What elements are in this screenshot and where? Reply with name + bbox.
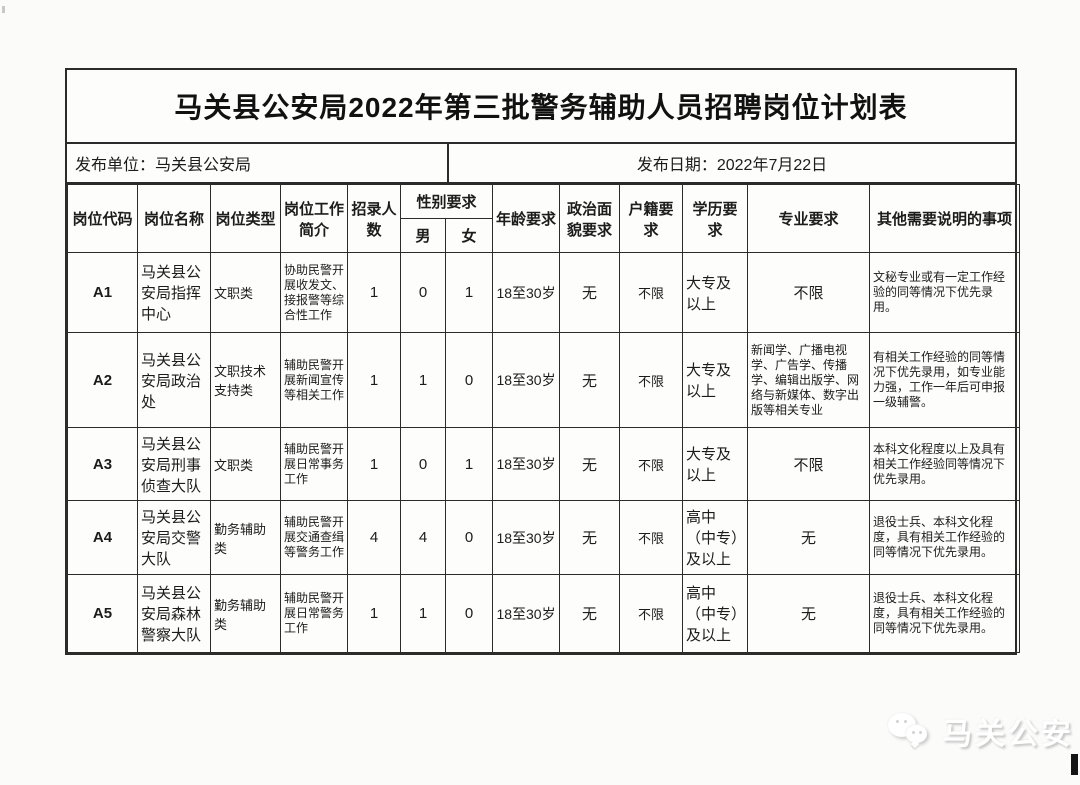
cell-residence: 不限 xyxy=(619,500,684,575)
cell-residence: 不限 xyxy=(619,427,684,501)
cell-major: 无 xyxy=(747,574,871,653)
cell-brief: 辅助民警开展日常事务工作 xyxy=(280,427,348,501)
cell-major: 不限 xyxy=(747,427,871,501)
cell-male: 1 xyxy=(400,574,446,653)
cell-count: 1 xyxy=(347,252,401,333)
col-header-residence: 户籍要求 xyxy=(619,184,684,253)
cell-residence: 不限 xyxy=(619,574,684,653)
recruitment-plan-table: 马关县公安局2022年第三批警务辅助人员招聘岗位计划表 发布单位：马关县公安局 … xyxy=(65,68,1021,655)
wechat-watermark: 马关公安 xyxy=(888,700,1073,762)
cell-education: 大专及以上 xyxy=(682,252,749,333)
cell-name: 马关县公安局刑事侦查大队 xyxy=(137,427,211,501)
cell-female: 0 xyxy=(444,574,494,653)
cell-education: 大专及以上 xyxy=(682,427,749,501)
cell-female: 1 xyxy=(444,252,494,333)
cell-age: 18至30岁 xyxy=(492,500,561,575)
col-header-code: 岗位代码 xyxy=(67,184,138,253)
cell-name: 马关县公安局指挥中心 xyxy=(137,252,211,333)
table-row: A4 马关县公安局交警大队 勤务辅助类 辅助民警开展交通查缉等警务工作 4 4 … xyxy=(67,500,1021,575)
cell-other: 文秘专业或有一定工作经验的同等情况下优先录用。 xyxy=(869,252,1021,333)
cell-brief: 辅助民警开展新闻宣传等相关工作 xyxy=(280,332,348,428)
cell-count: 1 xyxy=(347,427,401,501)
cell-male: 0 xyxy=(400,252,446,333)
cell-major: 不限 xyxy=(747,252,871,333)
cell-major: 新闻学、广播电视学、广告学、传播学、编辑出版学、网络与新媒体、数字出版等相关专业 xyxy=(747,332,871,428)
cell-age: 18至30岁 xyxy=(492,574,561,653)
cell-brief: 辅助民警开展交通查缉等警务工作 xyxy=(280,500,348,575)
cell-count: 4 xyxy=(347,500,401,575)
cell-female: 1 xyxy=(444,427,494,501)
cell-name: 马关县公安局政治处 xyxy=(137,332,211,428)
col-header-education: 学历要求 xyxy=(682,184,749,253)
cell-female: 0 xyxy=(444,500,494,575)
cell-brief: 辅助民警开展日常警务工作 xyxy=(280,574,348,653)
cell-age: 18至30岁 xyxy=(492,427,561,501)
cell-name: 马关县公安局交警大队 xyxy=(137,500,211,575)
cell-residence: 不限 xyxy=(619,252,684,333)
cell-code: A1 xyxy=(67,252,138,333)
cell-male: 1 xyxy=(400,332,446,428)
cell-type: 文职技术支持类 xyxy=(210,332,281,428)
cell-type: 文职类 xyxy=(210,252,281,333)
cell-name: 马关县公安局森林警察大队 xyxy=(137,574,211,653)
cell-type: 文职类 xyxy=(210,427,281,501)
cell-code: A3 xyxy=(67,427,138,501)
scan-corner-mark xyxy=(1071,754,1078,775)
cell-brief: 协助民警开展收发文、接报警等综合性工作 xyxy=(280,252,348,333)
col-header-female: 女 xyxy=(444,218,494,253)
cell-politics: 无 xyxy=(559,574,621,653)
table-row: A2 马关县公安局政治处 文职技术支持类 辅助民警开展新闻宣传等相关工作 1 1… xyxy=(67,332,1021,428)
cell-male: 0 xyxy=(400,427,446,501)
col-header-other: 其他需要说明的事项 xyxy=(869,184,1021,253)
cell-female: 0 xyxy=(444,332,494,428)
publisher-cell: 发布单位：马关县公安局 xyxy=(67,144,449,182)
cell-other: 本科文化程度以上及具有相关工作经验同等情况下优先录用。 xyxy=(869,427,1021,501)
cell-type: 勤务辅助类 xyxy=(210,574,281,653)
cell-age: 18至30岁 xyxy=(492,252,561,333)
col-header-count: 招录人数 xyxy=(347,184,401,253)
cell-politics: 无 xyxy=(559,252,621,333)
scan-speck xyxy=(2,6,5,13)
col-header-name: 岗位名称 xyxy=(137,184,211,253)
col-header-brief: 岗位工作简介 xyxy=(280,184,348,253)
cell-other: 有相关工作经验的同等情况下优先录用，如专业能力强，工作一年后可申报一级辅警。 xyxy=(869,332,1021,428)
table-row: A3 马关县公安局刑事侦查大队 文职类 辅助民警开展日常事务工作 1 0 1 1… xyxy=(67,427,1021,501)
cell-education: 高中（中专）及以上 xyxy=(682,500,749,575)
col-header-type: 岗位类型 xyxy=(210,184,281,253)
cell-other: 退役士兵、本科文化程度，具有相关工作经验的同等情况下优先录用。 xyxy=(869,574,1021,653)
col-header-major: 专业要求 xyxy=(747,184,871,253)
cell-count: 1 xyxy=(347,574,401,653)
cell-politics: 无 xyxy=(559,332,621,428)
publish-info-row: 发布单位：马关县公安局 发布日期：2022年7月22日 xyxy=(67,144,1015,184)
cell-other: 退役士兵、本科文化程度，具有相关工作经验的同等情况下优先录用。 xyxy=(869,500,1021,575)
col-header-politics: 政治面貌要求 xyxy=(559,184,621,253)
page-title: 马关县公安局2022年第三批警务辅助人员招聘岗位计划表 xyxy=(67,70,1015,144)
cell-major: 无 xyxy=(747,500,871,575)
wechat-icon xyxy=(888,709,932,753)
table-row: A1 马关县公安局指挥中心 文职类 协助民警开展收发文、接报警等综合性工作 1 … xyxy=(67,252,1021,333)
table-row: A5 马关县公安局森林警察大队 勤务辅助类 辅助民警开展日常警务工作 1 1 0… xyxy=(67,574,1021,653)
col-header-male: 男 xyxy=(400,218,446,253)
col-header-gender: 性别要求 xyxy=(399,184,494,219)
cell-count: 1 xyxy=(347,332,401,428)
cell-education: 大专及以上 xyxy=(682,332,749,428)
cell-residence: 不限 xyxy=(619,332,684,428)
cell-age: 18至30岁 xyxy=(492,332,561,428)
cell-politics: 无 xyxy=(559,500,621,575)
cell-code: A5 xyxy=(67,574,138,653)
cell-education: 高中（中专）及以上 xyxy=(682,574,749,653)
positions-table: 岗位代码 岗位名称 岗位类型 岗位工作简介 招录人数 性别要求 年龄要求 政治面… xyxy=(67,184,1021,653)
cell-politics: 无 xyxy=(559,427,621,501)
cell-code: A4 xyxy=(67,500,138,575)
cell-type: 勤务辅助类 xyxy=(210,500,281,575)
cell-code: A2 xyxy=(67,332,138,428)
col-header-age: 年龄要求 xyxy=(492,184,561,253)
cell-male: 4 xyxy=(400,500,446,575)
publish-date-cell: 发布日期：2022年7月22日 xyxy=(636,157,828,174)
watermark-text: 马关公安 xyxy=(942,718,1074,751)
